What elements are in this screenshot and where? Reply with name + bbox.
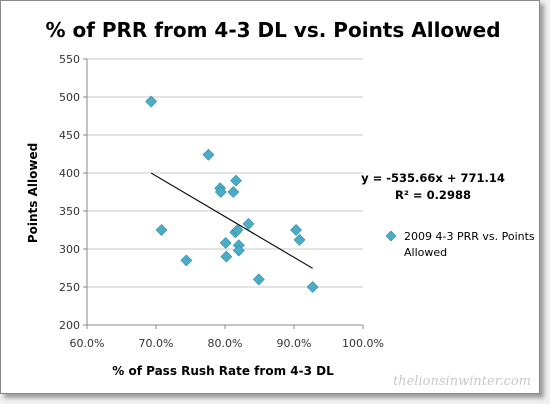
legend-label-line-2: Allowed bbox=[404, 246, 447, 259]
data-point bbox=[290, 224, 302, 236]
chart-title: % of PRR from 4-3 DL vs. Points Allowed bbox=[45, 18, 500, 42]
data-point bbox=[231, 224, 244, 236]
legend-marker-diamond bbox=[385, 230, 397, 242]
y-tick-label: 500 bbox=[59, 91, 80, 104]
data-point bbox=[219, 236, 232, 249]
chart-frame: % of PRR from 4-3 DL vs. Points Allowed … bbox=[0, 0, 540, 394]
data-point bbox=[230, 174, 242, 187]
x-tick-label: 90.0% bbox=[277, 337, 312, 350]
y-tick-label: 400 bbox=[59, 167, 80, 180]
y-tick-labels: 200 250 300 350 400 450 500 550 bbox=[59, 53, 80, 332]
data-point bbox=[155, 224, 168, 236]
y-tick-label: 350 bbox=[59, 205, 80, 218]
y-tick-label: 200 bbox=[59, 319, 80, 332]
watermark-text: thelionsinwinter.com bbox=[393, 374, 531, 389]
data-point bbox=[180, 254, 193, 267]
data-point bbox=[220, 250, 233, 263]
data-points bbox=[145, 95, 319, 293]
data-point bbox=[252, 273, 265, 286]
data-point bbox=[145, 95, 158, 108]
data-point bbox=[232, 244, 245, 257]
y-tick-label: 250 bbox=[59, 281, 80, 294]
x-axis-label: % of Pass Rush Rate from 4-3 DL bbox=[112, 364, 334, 378]
y-tick-label: 550 bbox=[59, 53, 80, 66]
legend: 2009 4-3 PRR vs. Points Allowed bbox=[385, 230, 535, 259]
data-point bbox=[306, 281, 319, 293]
axes bbox=[83, 58, 364, 329]
trendline-equation: y = -535.66x + 771.14 bbox=[361, 171, 505, 185]
x-tick-label: 70.0% bbox=[139, 337, 174, 350]
legend-label-line-1: 2009 4-3 PRR vs. Points bbox=[404, 230, 535, 243]
scatter-chart: % of PRR from 4-3 DL vs. Points Allowed … bbox=[26, 18, 535, 389]
data-point bbox=[214, 186, 227, 198]
x-tick-label: 80.0% bbox=[208, 337, 243, 350]
trendline-group bbox=[150, 172, 313, 269]
data-point bbox=[242, 217, 255, 230]
y-axis-label: Points Allowed bbox=[26, 143, 40, 243]
x-tick-label: 100.0% bbox=[342, 337, 384, 350]
x-tick-label: 60.0% bbox=[70, 337, 105, 350]
trendline-r-squared: R² = 0.2988 bbox=[395, 188, 471, 202]
data-point bbox=[293, 233, 306, 246]
data-point bbox=[202, 148, 215, 161]
trendline bbox=[150, 172, 313, 269]
gridlines bbox=[87, 58, 363, 288]
y-tick-label: 450 bbox=[59, 129, 80, 142]
x-tick-labels: 60.0% 70.0% 80.0% 90.0% 100.0% bbox=[70, 337, 384, 350]
data-point bbox=[227, 186, 240, 198]
y-tick-label: 300 bbox=[59, 243, 80, 256]
